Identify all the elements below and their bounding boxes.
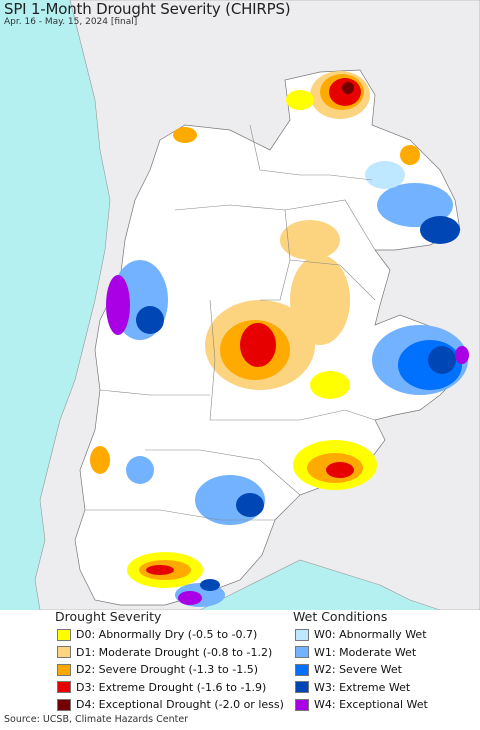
legend-item-d3: D3: Extreme Drought (-1.6 to -1.9) [57, 679, 284, 697]
swatch-w3 [295, 681, 309, 694]
drought-patterns [90, 71, 469, 607]
legend-item-w0: W0: Abnormally Wet [295, 626, 428, 644]
source-credit: Source: UCSB, Climate Hazards Center [4, 714, 189, 725]
map-title: SPI 1-Month Drought Severity (CHIRPS) [4, 0, 291, 18]
map-subtitle: Apr. 16 - May. 15, 2024 [final] [4, 17, 138, 27]
swatch-w0 [295, 628, 309, 641]
legend-item-d1: D1: Moderate Drought (-0.8 to -1.2) [57, 644, 284, 662]
swatch-d1 [57, 646, 71, 659]
swatch-d0 [57, 628, 71, 641]
legend-item-w1: W1: Moderate Wet [295, 644, 428, 662]
legend-item-w2: W2: Severe Wet [295, 661, 428, 679]
legend-item-w4: W4: Exceptional Wet [295, 696, 428, 714]
swatch-w4 [295, 698, 309, 711]
wet-legend: W0: Abnormally Wet W1: Moderate Wet W2: … [295, 626, 428, 714]
drought-legend: D0: Abnormally Dry (-0.5 to -0.7) D1: Mo… [57, 626, 284, 714]
swatch-d2 [57, 663, 71, 676]
legend-item-w3: W3: Extreme Wet [295, 679, 428, 697]
swatch-d4 [57, 698, 71, 711]
swatch-w2 [295, 663, 309, 676]
swatch-d3 [57, 681, 71, 694]
legend-item-d2: D2: Severe Drought (-1.3 to -1.5) [57, 661, 284, 679]
drought-map [0, 0, 480, 610]
swatch-w1 [295, 646, 309, 659]
legend-item-d0: D0: Abnormally Dry (-0.5 to -0.7) [57, 626, 284, 644]
legend-item-d4: D4: Exceptional Drought (-2.0 or less) [57, 696, 284, 714]
province-borders [85, 124, 376, 521]
drought-legend-heading: Drought Severity [55, 609, 162, 624]
wet-legend-heading: Wet Conditions [293, 609, 388, 624]
